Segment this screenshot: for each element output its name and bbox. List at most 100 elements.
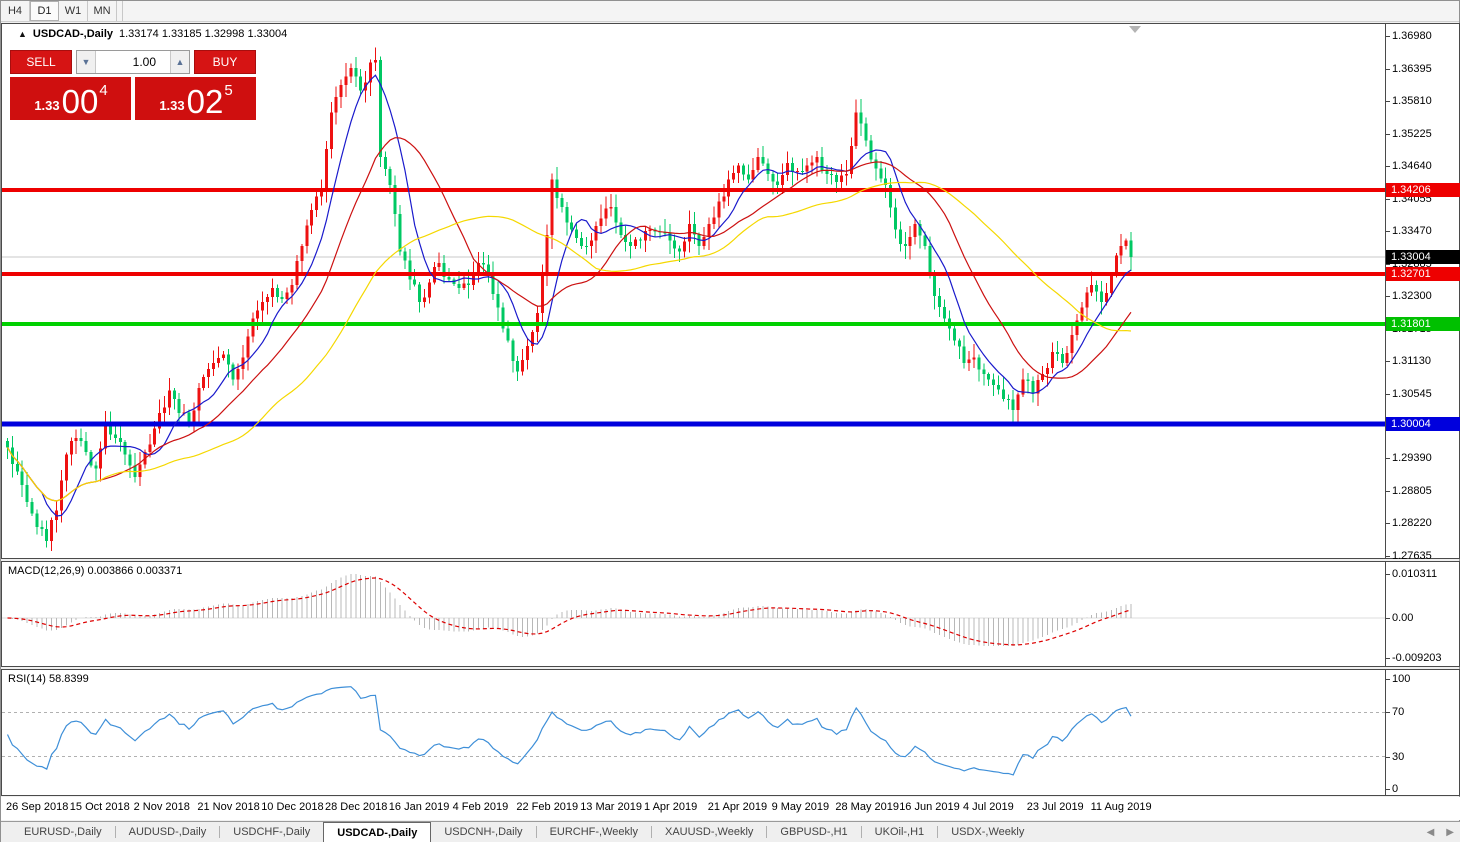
date-axis-label: 21 Apr 2019	[707, 801, 768, 813]
price-badge: 1.31801	[1386, 316, 1460, 331]
price-tick-mark	[1386, 555, 1390, 557]
chevron-down-icon: ▼	[81, 57, 91, 67]
price-tick-label: 1.33470	[1392, 225, 1432, 238]
symbol-tab-ukoil[interactable]: UKOil-,H1	[874, 826, 925, 838]
symbol-tab-usdchf[interactable]: USDCHF-,Daily	[233, 826, 311, 838]
date-axis-label: 2 Nov 2018	[133, 801, 190, 813]
symbol-tab-eurusd[interactable]: EURUSD-,Daily	[24, 826, 102, 838]
timeframe-button-w1[interactable]: W1	[59, 1, 88, 21]
toolbar-separator	[117, 1, 123, 21]
tab-scroll-left-icon[interactable]: ◀	[1426, 826, 1435, 838]
volume-stepper: ▼ 1.00 ▲	[76, 50, 190, 74]
axis-divider	[1385, 670, 1386, 795]
volume-increase-button[interactable]: ▲	[170, 51, 189, 73]
price-tick-label: 1.28805	[1392, 484, 1432, 497]
collapse-trade-panel-icon[interactable]: ▲	[18, 28, 27, 39]
timeframe-button-h4[interactable]: H4	[1, 1, 30, 21]
date-axis-label: 28 Dec 2018	[325, 801, 388, 813]
chart-symbol-label: USDCAD-,Daily	[32, 28, 113, 40]
date-axis-label: 26 Sep 2018	[6, 801, 69, 813]
rsi-panel: RSI(14) 58.8399 100 70 30 0	[1, 669, 1460, 796]
symbol-tab-xauusd[interactable]: XAUUSD-,Weekly	[664, 826, 754, 838]
tab-separator	[650, 826, 652, 838]
price-tick-mark	[1386, 393, 1390, 395]
symbol-tab-audusd[interactable]: AUDUSD-,Daily	[128, 826, 207, 838]
price-tick-mark	[1386, 361, 1390, 363]
price-tick-label: 1.32300	[1392, 290, 1432, 303]
rsi-tick-mark	[1386, 712, 1390, 713]
price-badge: 1.30004	[1386, 416, 1460, 431]
rsi-indicator-label: RSI(14) 58.8399	[8, 673, 89, 685]
tab-scroll-right-icon[interactable]: ▶	[1446, 826, 1454, 838]
price-tick-label: 1.28220	[1392, 517, 1432, 530]
tab-separator	[219, 826, 221, 838]
date-axis-label: 4 Jul 2019	[963, 801, 1014, 813]
bid-price-big: 00	[61, 82, 99, 120]
bid-price-prefix: 1.33	[34, 98, 60, 113]
main-chart-panel: ▲ USDCAD-,Daily 1.33174 1.33185 1.32998 …	[1, 23, 1460, 562]
price-tick-mark	[1386, 68, 1390, 70]
tab-separator	[114, 826, 116, 838]
price-tick-mark	[1386, 263, 1390, 265]
sell-button[interactable]: SELL	[10, 50, 72, 74]
macd-tick-label: 0.010311	[1392, 568, 1438, 580]
price-tick-label: 1.30545	[1392, 387, 1432, 400]
chart-ohlc-values: 1.33174 1.33185 1.32998 1.33004	[119, 28, 288, 40]
timeframe-button-d1[interactable]: D1	[30, 1, 59, 21]
bid-quote-button[interactable]: 1.33 00 4	[10, 77, 131, 120]
price-tick-label: 1.27635	[1392, 549, 1432, 562]
buy-button[interactable]: BUY	[194, 50, 256, 74]
price-tick-mark	[1386, 166, 1390, 168]
timeframe-button-mn[interactable]: MN	[88, 1, 117, 21]
tab-separator	[860, 826, 862, 838]
symbol-tab-usdcad[interactable]: USDCAD-,Daily	[323, 822, 432, 842]
volume-decrease-button[interactable]: ▼	[77, 51, 96, 73]
volume-field[interactable]: 1.00	[132, 55, 156, 69]
date-axis-label: 1 Apr 2019	[644, 801, 698, 813]
rsi-canvas[interactable]	[2, 670, 1385, 795]
macd-canvas[interactable]	[2, 562, 1385, 666]
tab-scroll-controls: ◀ ▶	[1427, 822, 1454, 842]
price-tick-label: 1.36980	[1392, 30, 1432, 42]
date-axis-label: 16 Jan 2019	[388, 801, 450, 813]
macd-tick-label: 0.00	[1392, 612, 1414, 624]
symbol-tab-eurchf[interactable]: EURCHF-,Weekly	[549, 826, 638, 838]
ask-price-sup: 5	[224, 82, 233, 99]
rsi-tick-label: 70	[1392, 706, 1405, 718]
macd-tick-label: -0.009203	[1392, 652, 1442, 664]
price-tick-label: 1.29390	[1392, 452, 1432, 464]
macd-tick-mark	[1386, 618, 1390, 619]
price-badge: 1.32701	[1386, 266, 1460, 281]
macd-tick-mark	[1386, 574, 1390, 575]
price-tick-label: 1.31130	[1392, 355, 1431, 368]
date-axis-label: 4 Feb 2019	[452, 801, 509, 813]
date-axis-label: 11 Aug 2019	[1090, 801, 1152, 813]
symbol-tab-usdcnh[interactable]: USDCNH-,Daily	[444, 826, 523, 838]
chart-title: ▲ USDCAD-,Daily 1.33174 1.33185 1.32998 …	[18, 28, 287, 40]
symbol-tab-usdx[interactable]: USDX-,Weekly	[951, 826, 1025, 838]
ask-price-prefix: 1.33	[159, 98, 185, 113]
date-axis-label: 23 Jul 2019	[1026, 801, 1084, 813]
price-tick-mark	[1386, 198, 1390, 200]
price-tick-label: 1.34640	[1392, 160, 1432, 173]
date-axis-label: 15 Oct 2018	[69, 801, 130, 813]
price-tick-mark	[1386, 133, 1390, 135]
timeframe-toolbar: H4 D1 W1 MN	[1, 1, 1459, 22]
tab-separator	[937, 826, 939, 838]
chevron-up-icon: ▲	[175, 57, 185, 67]
rsi-tick-mark	[1386, 789, 1390, 790]
price-badge: 1.33004	[1386, 250, 1460, 265]
main-chart-canvas[interactable]	[2, 24, 1385, 558]
price-tick-mark	[1386, 296, 1390, 298]
price-tick-mark	[1386, 523, 1390, 525]
date-axis-label: 16 Jun 2019	[899, 801, 960, 813]
price-tick-label: 1.35810	[1392, 95, 1432, 108]
price-tick-label: 1.36395	[1392, 62, 1432, 75]
ask-quote-button[interactable]: 1.33 02 5	[135, 77, 256, 120]
price-tick-mark	[1386, 490, 1390, 492]
symbol-tab-gbpusd[interactable]: GBPUSD-,H1	[780, 826, 848, 838]
rsi-tick-label: 100	[1392, 673, 1411, 685]
date-axis: 26 Sep 2018 15 Oct 2018 2 Nov 2018 21 Nov 2…	[1, 797, 1460, 820]
date-axis-label: 21 Nov 2018	[197, 801, 260, 813]
